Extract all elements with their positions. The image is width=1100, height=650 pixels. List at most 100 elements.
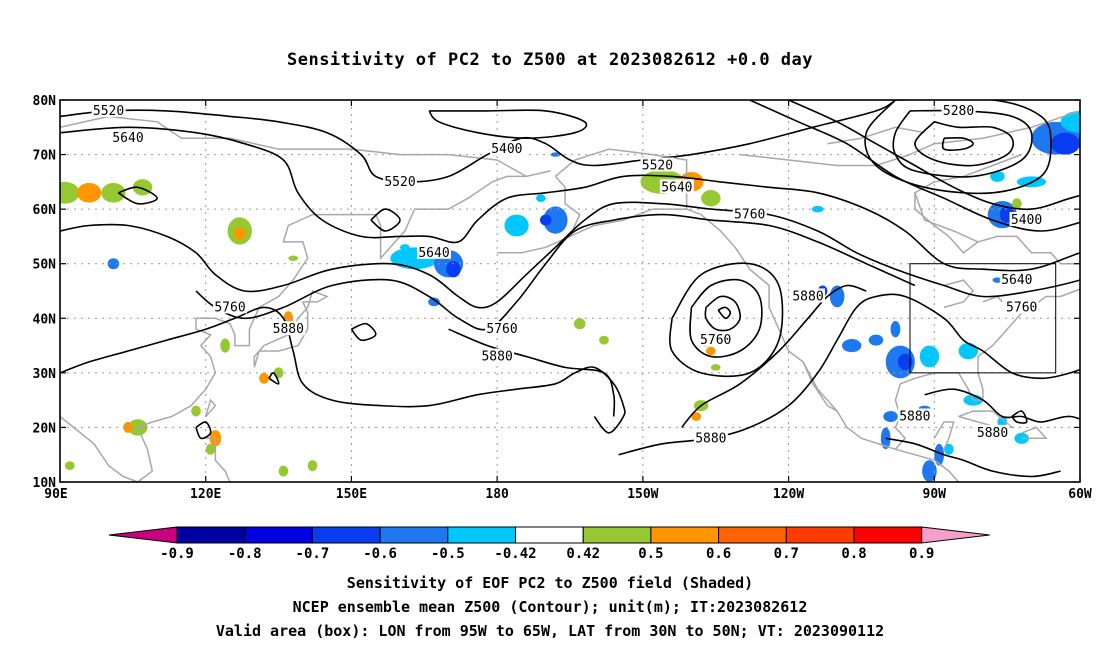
x-tick-label: 90W <box>923 487 947 502</box>
y-tick-label: 10N <box>33 476 57 491</box>
shading-patch <box>536 194 546 203</box>
colorbar-label: 0.9 <box>909 546 934 562</box>
sensitivity-shading <box>60 110 1080 482</box>
contour-label: 5400 <box>1011 213 1042 228</box>
shading-patch <box>890 321 901 338</box>
z500-contour-line <box>268 372 280 385</box>
colorbar-segment <box>515 526 584 544</box>
contour-label: 5760 <box>734 208 765 223</box>
z500-contour-line <box>350 322 377 342</box>
contour-label: 5520 <box>642 158 673 173</box>
z500-contour-line <box>749 100 1080 232</box>
colorbar-label: 0.42 <box>566 546 600 562</box>
x-tick-label: 150E <box>336 487 367 502</box>
coastline <box>933 421 955 450</box>
shading-patch <box>60 181 80 204</box>
z500-contour-line <box>448 328 616 417</box>
contour-label-bg <box>941 102 976 117</box>
map-frame <box>59 99 1081 483</box>
shading-patch <box>710 364 721 371</box>
shading-patch <box>233 227 246 241</box>
coastlines <box>60 100 1080 482</box>
contour-labels: 5520 5640 5400 5520 5520 5640 5280 5400 5760 5640… <box>91 102 1044 446</box>
y-tick-label: 30N <box>33 367 57 382</box>
shading-patch <box>990 170 1005 182</box>
y-tick-label: 20N <box>33 421 57 436</box>
x-tick-label: 120W <box>773 487 804 502</box>
shading-patch <box>550 152 561 157</box>
x-tick-label: 150W <box>627 487 658 502</box>
shading-patch <box>307 460 318 472</box>
shading-patch <box>706 346 716 356</box>
contour-label: 5880 <box>977 426 1008 441</box>
contour-label-bg <box>213 299 247 314</box>
shading-patch <box>101 182 126 203</box>
coastline <box>943 279 975 309</box>
shading-patch <box>539 214 552 226</box>
lat-lon-gridlines <box>60 100 1080 482</box>
shading-patch <box>288 255 298 261</box>
z500-contour-line <box>885 437 1061 478</box>
z500-contour-line <box>689 278 763 358</box>
contour-label: 5880 <box>273 322 304 337</box>
contour-label: 5640 <box>661 180 692 195</box>
colorbar-segment <box>785 526 855 544</box>
x-tick-label: 180 <box>485 487 509 502</box>
shading-patch <box>428 297 440 307</box>
shading-patch <box>259 372 269 384</box>
contour-label: 5520 <box>384 175 415 190</box>
colorbar-label: 0.5 <box>638 546 663 562</box>
coastline <box>205 437 231 482</box>
colorbar-segment <box>447 526 516 544</box>
colorbar-label: -0.7 <box>296 546 330 562</box>
shading-patch <box>77 182 102 203</box>
caption-contour: NCEP ensemble mean Z500 (Contour); unit(… <box>292 598 808 616</box>
colorbar-label: -0.8 <box>228 546 262 562</box>
shading-patch <box>1012 198 1022 210</box>
contour-label-bg <box>659 179 694 194</box>
contour-label: 5640 <box>112 131 143 146</box>
shading-patch <box>691 412 702 421</box>
colorbar-segment <box>244 526 313 544</box>
y-tick-label: 70N <box>33 149 57 164</box>
shading-patch <box>504 214 529 237</box>
shading-patch <box>842 339 862 353</box>
colorbar-segment <box>650 526 720 544</box>
colorbar-label: 0.8 <box>841 546 866 562</box>
shading-patch <box>934 443 945 466</box>
y-tick-label: 60N <box>33 203 57 218</box>
contour-label-bg <box>975 424 1010 439</box>
z500-contour-line <box>60 306 626 434</box>
x-tick-label: 60W <box>1068 487 1092 502</box>
shading-patch <box>123 421 133 433</box>
contour-label-bg <box>91 102 126 117</box>
shading-patch <box>701 190 721 207</box>
contour-label-bg <box>489 141 524 156</box>
z500-contour-line <box>941 137 974 151</box>
y-tick-label: 80N <box>33 94 57 109</box>
contour-label: 5520 <box>93 104 124 119</box>
colorbar-segment <box>311 526 381 544</box>
coastline <box>827 126 925 145</box>
z500-contour-line <box>864 100 1052 195</box>
colorbar-label: -0.9 <box>160 546 194 562</box>
z500-contour-line <box>704 295 741 332</box>
contour-label-bg <box>698 332 733 347</box>
caption-shading: Sensitivity of EOF PC2 to Z500 field (Sh… <box>346 574 754 592</box>
contour-label: 5280 <box>943 104 974 119</box>
colorbar-label: 0.6 <box>706 546 731 562</box>
shading-patch <box>922 460 937 482</box>
contour-label: 5880 <box>481 349 512 364</box>
shading-patch <box>919 345 940 368</box>
contour-label-bg <box>485 321 519 336</box>
z500-contour-line <box>717 306 732 320</box>
colorbar-label: -0.6 <box>363 546 397 562</box>
contour-label-bg <box>111 130 145 145</box>
contour-label-bg <box>640 157 675 172</box>
contour-label-bg <box>271 321 306 336</box>
z500-contour-line <box>1011 410 1028 424</box>
colorbar-label: -0.42 <box>494 546 536 562</box>
contour-label: 5760 <box>214 300 245 315</box>
z500-contour-line <box>681 284 867 428</box>
shading-patch <box>599 335 609 345</box>
